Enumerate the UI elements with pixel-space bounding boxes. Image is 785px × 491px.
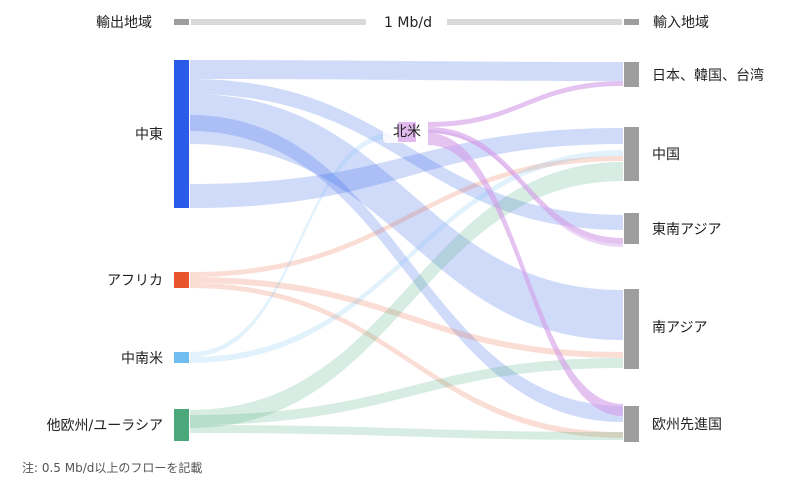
flow-other-eurasia-to-europe	[190, 425, 623, 440]
node-china	[624, 127, 639, 181]
flow-middle-east-to-jkt	[190, 60, 623, 81]
node-south-asia	[624, 289, 639, 369]
flow-africa-to-china	[190, 156, 623, 277]
flow-middle-east-to-europe	[190, 115, 623, 422]
node-jkt	[624, 62, 639, 87]
label-latin-america: 中南米	[121, 351, 163, 367]
flow-north-america-to-europe	[428, 133, 623, 416]
node-europe	[624, 406, 639, 442]
scale-bar-right	[447, 19, 622, 25]
node-sea	[624, 213, 639, 244]
footnote: 注: 0.5 Mb/d以上のフローを記載	[22, 460, 202, 475]
flow-north-america-to-jkt	[428, 81, 623, 127]
label-south-asia: 南アジア	[652, 320, 707, 336]
flow-north-america-to-china	[428, 130, 623, 247]
flow-other-eurasia-to-south-asia	[190, 358, 623, 425]
node-middle-east	[174, 60, 189, 208]
scale-cap-left	[174, 19, 189, 25]
flow-africa-to-south-asia	[190, 277, 623, 358]
flow-middle-east-to-sea	[190, 79, 623, 230]
flow-north-america-to-sea	[428, 127, 623, 244]
label-other-eurasia: 他欧州/ユーラシア	[47, 418, 163, 434]
label-north-america: 北米	[393, 124, 421, 140]
node-africa	[174, 272, 189, 288]
scale-cap-right	[624, 19, 639, 25]
scale-label: 1 Mb/d	[384, 15, 432, 31]
label-middle-east: 中東	[135, 127, 163, 143]
label-china: 中国	[652, 147, 680, 163]
label-africa: アフリカ	[107, 273, 163, 289]
flow-middle-east-to-south-asia	[190, 94, 623, 340]
label-europe: 欧州先進国	[652, 417, 722, 433]
importer-header: 輸入地域	[653, 15, 709, 31]
node-north-america	[398, 122, 416, 142]
label-jkt: 日本、韓国、台湾	[652, 67, 764, 84]
flow-middle-east-to-china	[190, 128, 623, 208]
node-latin-america	[174, 352, 189, 363]
scale-bar-left	[191, 19, 366, 25]
flow-layer	[190, 60, 623, 440]
flow-other-eurasia-to-china	[190, 162, 623, 428]
label-sea: 東南アジア	[652, 222, 721, 238]
flow-latin-america-to-china	[190, 150, 623, 363]
flow-africa-to-europe	[190, 283, 623, 438]
node-other-eurasia	[174, 409, 189, 441]
exporter-header: 輸出地域	[96, 15, 152, 31]
